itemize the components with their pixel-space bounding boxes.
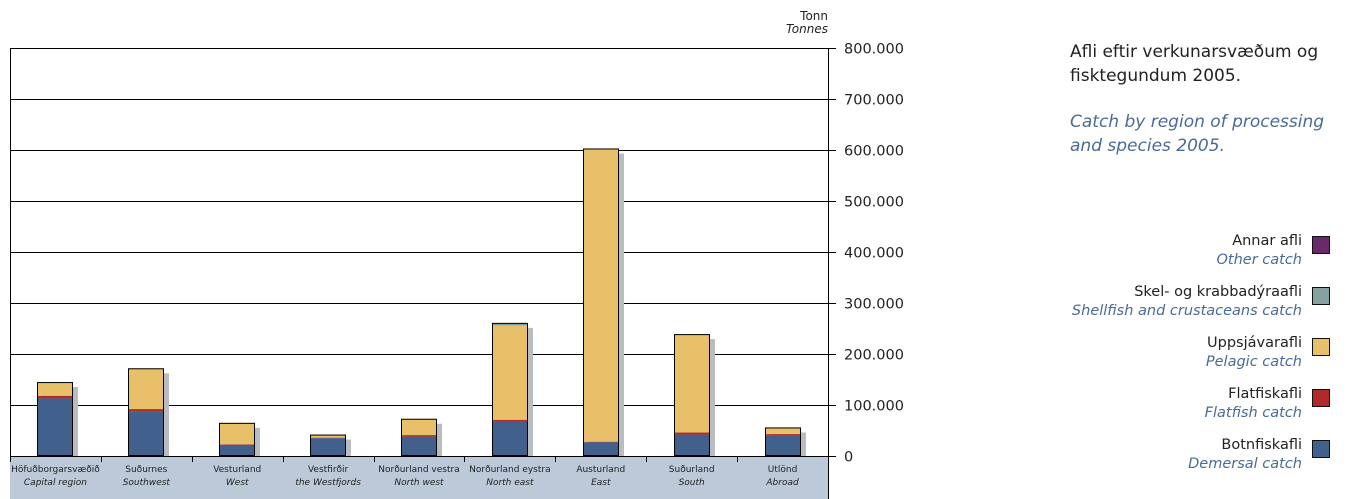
category-label-is: Vestfirðir [308,465,349,475]
bar-segment-1 [765,434,801,436]
bar-segment-1 [310,437,346,439]
bar-segment-0 [128,411,164,456]
bar-segment-2 [401,418,437,436]
y-axis-unit-en: Tonnes [785,22,828,36]
bar-outline [37,382,73,456]
legend-item: Uppsjávarafli Pelagic catch [1000,334,1330,385]
category-label-is: Vesturland [213,465,261,475]
legend-label-is: Annar afli [1232,233,1302,249]
bar-segment-0 [674,434,710,456]
legend-item: Skel- og krabbadýraafli Shellfish and cru… [1000,283,1330,334]
bar-segment-0 [37,398,73,456]
legend-text: Annar afli Other catch [1217,232,1303,270]
legend-item: Annar afli Other catch [1000,232,1330,283]
bar-segment-2 [310,435,346,438]
bar-segment-1 [583,441,619,443]
bar-outline [765,427,801,457]
bar-segment-2 [219,422,255,445]
category-label-en: Capital region [24,478,87,488]
bar-outline [583,148,619,456]
bar-segment-1 [128,409,164,412]
bar-segment-0 [310,438,346,456]
legend-label-en: Demersal catch [1188,456,1302,472]
category-label-en: North west [394,478,444,488]
legend-label-is: Uppsjávarafli [1207,335,1302,351]
y-tick-label: 100.000 [844,399,904,415]
bar-segment-2 [583,148,619,442]
legend-label-en: Shellfish and crustaceans catch [1071,303,1302,319]
bar-segment-0 [219,444,255,456]
chart-title: Afli eftir verkunarsvæðum og fisktegundu… [1070,40,1360,158]
legend-label-en: Flatfish catch [1204,405,1302,421]
bar-outline [401,418,437,456]
y-tick-label: 400.000 [844,246,904,262]
bar-segment-0 [765,435,801,456]
legend-text: Skel- og krabbadýraafli Shellfish and cru… [1072,283,1302,321]
category-label-is: Suðurnes [125,465,167,475]
bar-outline [492,322,528,457]
category-label-en: the Westfjords [295,478,361,488]
legend-label-is: Skel- og krabbadýraafli [1134,284,1302,300]
bar-segment-2 [128,368,164,410]
category-label-is: Höfuðborgarsvæðið [11,465,100,475]
legend-text: Flatfiskafli Flatfish catch [1205,385,1302,423]
category-band [10,456,828,499]
legend-swatch [1312,440,1330,458]
y-axis-unit: Tonn Tonnes [786,10,828,36]
legend: Annar afli Other catch Skel- og krabbadýra… [1000,232,1330,487]
legend-label-is: Botnfiskafli [1221,437,1302,453]
category-label-en: West [226,478,249,488]
legend-swatch [1312,236,1330,254]
y-tick-label: 0 [844,450,853,466]
y-tick-label: 600.000 [844,144,904,160]
bar-outline [674,334,710,456]
bar-segment-0 [583,442,619,456]
y-tick-label: 800.000 [844,42,904,58]
category-label-en: South [679,478,705,488]
bar-outline [128,368,164,456]
legend-swatch [1312,389,1330,407]
legend-text: Botnfiskafli Demersal catch [1188,436,1302,474]
bar-segment-2 [492,325,528,420]
chart-title-en: Catch by region of processing and specie… [1070,112,1325,156]
legend-label-en: Pelagic catch [1205,354,1302,370]
category-label-en: Southwest [123,478,171,488]
bar-segment-3 [492,322,528,326]
legend-label-is: Flatfiskafli [1228,386,1302,402]
y-tick-label: 200.000 [844,348,904,364]
bar-segment-1 [674,432,710,435]
bar-segment-1 [219,444,255,445]
legend-swatch [1312,338,1330,356]
category-label-en: East [591,478,611,488]
bar-segment-1 [37,395,73,399]
category-label-en: North east [486,478,534,488]
legend-label-en: Other catch [1216,252,1303,268]
bar-segment-1 [492,419,528,422]
bar-segment-0 [492,421,528,456]
bar-segment-1 [401,435,437,437]
y-tick-label: 300.000 [844,297,904,313]
bar-segment-2 [37,382,73,396]
bar-segment-2 [674,334,710,433]
bar-segment-0 [401,436,437,456]
category-label-en: Abroad [765,478,799,488]
bar-segment-2 [765,427,801,435]
category-label-is: Norðurland vestra [378,465,459,475]
bar-outline [310,434,346,456]
category-label-is: Austurland [576,465,625,475]
chart-title-is: Afli eftir verkunarsvæðum og fisktegundu… [1070,42,1319,86]
legend-item: Botnfiskafli Demersal catch [1000,436,1330,487]
category-label-is: Suðurland [669,465,715,475]
category-label-is: Utlönd [768,465,798,475]
y-tick-label: 700.000 [844,93,904,109]
legend-item: Flatfiskafli Flatfish catch [1000,385,1330,436]
legend-swatch [1312,287,1330,305]
y-tick-label: 500.000 [844,195,904,211]
y-axis-unit-is: Tonn [800,9,828,23]
bar-outline [219,422,255,457]
category-label-is: Norðurland eystra [469,465,550,475]
legend-text: Uppsjávarafli Pelagic catch [1206,334,1302,372]
